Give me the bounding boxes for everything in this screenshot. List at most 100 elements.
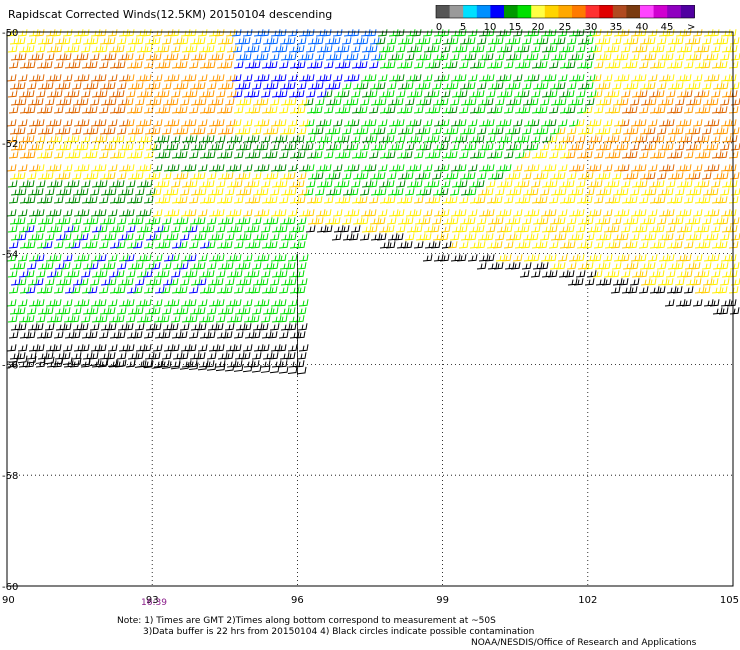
wind-barb <box>467 119 478 127</box>
wind-barb <box>439 164 450 172</box>
wind-barb <box>18 90 29 98</box>
wind-barb <box>36 151 47 159</box>
wind-barb <box>63 270 74 278</box>
wind-barb <box>9 37 20 45</box>
wind-barb <box>197 164 208 172</box>
wind-barb <box>235 188 246 196</box>
wind-barb <box>593 196 604 204</box>
wind-barb <box>681 74 692 82</box>
wind-barb <box>168 53 179 61</box>
wind-barb <box>709 209 720 217</box>
wind-barb <box>33 143 44 151</box>
wind-barb <box>136 135 147 143</box>
wind-barb <box>601 53 612 61</box>
wind-barb <box>132 286 143 294</box>
wind-barb <box>123 53 134 61</box>
wind-barb <box>476 82 487 90</box>
wind-barb <box>519 225 530 233</box>
wind-barb <box>359 98 370 106</box>
wind-barb <box>385 151 396 159</box>
wind-barb <box>35 225 46 233</box>
wind-barb <box>721 45 732 53</box>
wind-barb <box>213 53 224 61</box>
wind-barb <box>242 119 253 127</box>
wind-barb <box>666 106 677 114</box>
wind-barb <box>204 315 215 323</box>
wind-barb <box>179 143 190 151</box>
wind-barb <box>204 135 215 143</box>
wind-barb <box>664 74 675 82</box>
wind-barb <box>276 254 287 262</box>
wind-barb <box>485 45 496 53</box>
wind-barb <box>25 61 36 69</box>
wind-barb <box>685 188 696 196</box>
wind-barb <box>242 254 253 262</box>
wind-barb <box>186 164 197 172</box>
wind-barb <box>528 98 539 106</box>
wind-barb <box>604 106 615 114</box>
wind-barb <box>44 53 55 61</box>
wind-barb <box>90 299 101 307</box>
wind-barb <box>106 233 117 241</box>
wind-barb <box>711 151 722 159</box>
wind-barb <box>297 233 308 241</box>
wind-barb <box>361 45 372 53</box>
wind-barb <box>206 262 217 270</box>
lat-tick-label: -54 <box>2 250 18 261</box>
wind-barb <box>91 315 102 323</box>
wind-barb <box>448 127 459 135</box>
wind-barb <box>277 45 288 53</box>
wind-barb <box>430 151 441 159</box>
wind-barb <box>179 98 190 106</box>
wind-barb <box>414 172 425 180</box>
wind-barb <box>656 217 667 225</box>
wind-barb <box>234 217 245 225</box>
wind-barb <box>639 37 650 45</box>
wind-barb <box>116 359 127 368</box>
wind-barb <box>216 286 227 294</box>
wind-barb <box>277 90 288 98</box>
map-title: Rapidscat Corrected Winds(12.5KM) 201501… <box>8 8 333 21</box>
wind-barb <box>296 217 307 225</box>
wind-barb <box>619 119 630 127</box>
wind-barb <box>655 286 666 294</box>
wind-barb <box>89 323 100 331</box>
wind-barb <box>313 172 324 180</box>
wind-barb <box>584 98 595 106</box>
wind-barb <box>289 196 300 204</box>
wind-barb <box>692 29 703 37</box>
wind-barb <box>163 254 174 262</box>
wind-barb <box>483 233 494 241</box>
wind-barb <box>465 172 476 180</box>
wind-barb <box>123 188 134 196</box>
wind-barb <box>225 29 236 37</box>
wind-barb <box>259 164 270 172</box>
wind-barb <box>233 196 244 204</box>
wind-barb <box>576 196 587 204</box>
wind-barb <box>19 151 30 159</box>
wind-barb <box>224 53 235 61</box>
wind-barb <box>514 241 525 249</box>
wind-barb <box>675 29 686 37</box>
wind-barb <box>123 278 134 286</box>
wind-barb <box>10 98 21 106</box>
wind-barb <box>262 352 273 360</box>
wind-barb <box>16 278 27 286</box>
wind-barb <box>226 225 237 233</box>
wind-barb <box>53 286 64 294</box>
lon-tick-label: 90 <box>2 595 15 606</box>
wind-barb <box>331 53 342 61</box>
wind-barb <box>349 74 360 82</box>
wind-barb <box>172 217 183 225</box>
wind-barb <box>98 151 109 159</box>
wind-barb <box>711 196 722 204</box>
wind-barb <box>460 53 471 61</box>
wind-barb <box>213 98 224 106</box>
wind-barb <box>459 172 470 180</box>
wind-barb <box>541 225 552 233</box>
wind-barb <box>278 106 289 114</box>
wind-barb <box>249 135 260 143</box>
wind-barb <box>402 196 413 204</box>
wind-barb <box>267 241 278 249</box>
wind-barb <box>261 286 272 294</box>
